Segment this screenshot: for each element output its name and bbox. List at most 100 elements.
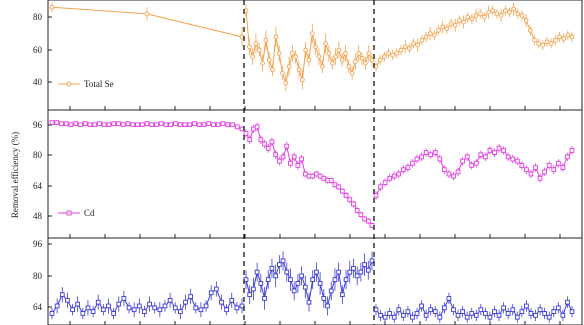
data-point bbox=[168, 122, 174, 128]
data-point bbox=[299, 273, 304, 279]
data-point bbox=[487, 314, 493, 320]
data-point bbox=[565, 154, 570, 160]
data-point bbox=[213, 286, 219, 292]
data-point bbox=[419, 303, 424, 309]
data-point bbox=[524, 303, 529, 309]
y-tick-label: 60 bbox=[33, 45, 43, 55]
data-point bbox=[300, 77, 305, 83]
data-point bbox=[270, 67, 275, 73]
data-point bbox=[532, 37, 537, 43]
data-point bbox=[482, 14, 487, 20]
data-point bbox=[490, 8, 496, 13]
data-point bbox=[291, 154, 297, 160]
data-point bbox=[111, 311, 116, 316]
data-point bbox=[332, 182, 338, 188]
data-point bbox=[288, 277, 293, 282]
data-point bbox=[126, 305, 132, 311]
data-point bbox=[97, 121, 102, 126]
data-point bbox=[265, 277, 271, 282]
data-point bbox=[177, 122, 183, 128]
data-point bbox=[70, 307, 75, 313]
data-point bbox=[502, 8, 508, 13]
data-point bbox=[59, 121, 64, 126]
data-point bbox=[540, 42, 546, 48]
data-point bbox=[546, 163, 552, 168]
data-point bbox=[59, 292, 65, 298]
data-point bbox=[239, 126, 245, 132]
data-point bbox=[314, 171, 319, 177]
series-cd-seg-3 bbox=[373, 144, 575, 200]
data-point bbox=[432, 309, 438, 314]
data-point bbox=[220, 121, 226, 126]
data-point bbox=[211, 122, 216, 128]
data-point bbox=[362, 262, 367, 267]
data-point bbox=[283, 80, 289, 86]
data-point bbox=[276, 51, 282, 56]
data-point bbox=[193, 305, 199, 311]
data-point bbox=[386, 51, 391, 56]
data-point bbox=[427, 31, 433, 36]
data-point bbox=[144, 11, 150, 17]
data-point bbox=[432, 150, 438, 155]
data-point bbox=[405, 309, 411, 314]
data-point bbox=[382, 314, 388, 320]
data-point bbox=[492, 309, 497, 314]
data-point bbox=[391, 314, 397, 320]
data-point bbox=[514, 158, 520, 164]
data-point bbox=[234, 124, 240, 130]
data-point bbox=[363, 60, 368, 66]
data-point bbox=[54, 120, 60, 125]
data-point bbox=[555, 160, 561, 166]
data-point bbox=[378, 313, 383, 318]
data-point bbox=[400, 313, 406, 318]
data-point bbox=[555, 305, 561, 311]
series-panel-3-seg-2 bbox=[243, 251, 375, 316]
data-point bbox=[527, 27, 533, 33]
data-point bbox=[306, 173, 312, 179]
data-point bbox=[328, 288, 334, 294]
data-point bbox=[419, 154, 424, 160]
data-point bbox=[483, 311, 488, 316]
data-point bbox=[101, 122, 107, 128]
data-point bbox=[510, 307, 516, 313]
data-point bbox=[442, 305, 447, 311]
data-point bbox=[273, 273, 278, 279]
data-point bbox=[440, 24, 446, 30]
data-point bbox=[317, 173, 323, 179]
data-point bbox=[436, 27, 441, 33]
data-point bbox=[492, 150, 497, 155]
data-point bbox=[358, 269, 364, 275]
data-point bbox=[314, 269, 319, 275]
data-point bbox=[514, 314, 520, 320]
data-point bbox=[310, 277, 316, 282]
data-point bbox=[407, 46, 412, 51]
data-point bbox=[323, 41, 328, 46]
data-point bbox=[120, 122, 126, 128]
data-point bbox=[473, 160, 479, 166]
data-point bbox=[455, 313, 461, 318]
data-point bbox=[432, 32, 437, 38]
data-point bbox=[291, 288, 297, 294]
data-point bbox=[569, 309, 575, 314]
data-point bbox=[95, 299, 101, 305]
data-point bbox=[68, 122, 74, 128]
data-point bbox=[247, 292, 253, 298]
data-point bbox=[419, 37, 425, 43]
legend-label: Total Se bbox=[84, 79, 114, 89]
data-point bbox=[280, 70, 285, 76]
data-point bbox=[225, 122, 231, 128]
data-point bbox=[528, 311, 534, 316]
data-point bbox=[448, 21, 454, 27]
data-point bbox=[569, 148, 575, 153]
data-point bbox=[65, 297, 70, 303]
data-point bbox=[373, 307, 379, 313]
data-point bbox=[293, 54, 299, 59]
data-point bbox=[269, 139, 275, 145]
data-point bbox=[326, 51, 332, 56]
data-point bbox=[486, 9, 491, 15]
data-point bbox=[405, 165, 411, 170]
y-tick-label: 80 bbox=[33, 271, 43, 281]
data-point bbox=[258, 137, 264, 143]
series-total-se-seg-1 bbox=[49, 2, 245, 47]
